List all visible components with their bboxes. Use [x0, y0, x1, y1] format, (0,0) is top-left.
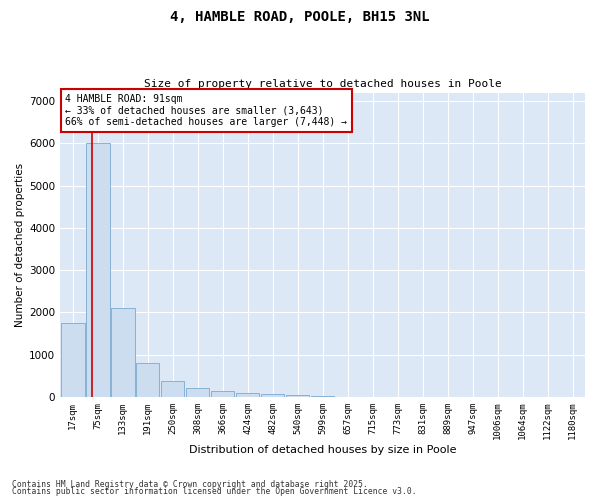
- Bar: [61, 323, 85, 397]
- Bar: [111, 308, 134, 397]
- Bar: [86, 144, 110, 397]
- Bar: [311, 396, 334, 397]
- Bar: [161, 381, 184, 397]
- Text: Contains HM Land Registry data © Crown copyright and database right 2025.: Contains HM Land Registry data © Crown c…: [12, 480, 368, 489]
- Bar: [136, 363, 160, 397]
- Bar: [286, 396, 310, 397]
- Bar: [186, 388, 209, 397]
- X-axis label: Distribution of detached houses by size in Poole: Distribution of detached houses by size …: [189, 445, 457, 455]
- Text: Contains public sector information licensed under the Open Government Licence v3: Contains public sector information licen…: [12, 487, 416, 496]
- Y-axis label: Number of detached properties: Number of detached properties: [15, 162, 25, 327]
- Text: 4, HAMBLE ROAD, POOLE, BH15 3NL: 4, HAMBLE ROAD, POOLE, BH15 3NL: [170, 10, 430, 24]
- Bar: [261, 394, 284, 397]
- Bar: [211, 391, 235, 397]
- Bar: [236, 392, 259, 397]
- Title: Size of property relative to detached houses in Poole: Size of property relative to detached ho…: [144, 79, 502, 89]
- Text: 4 HAMBLE ROAD: 91sqm
← 33% of detached houses are smaller (3,643)
66% of semi-de: 4 HAMBLE ROAD: 91sqm ← 33% of detached h…: [65, 94, 347, 128]
